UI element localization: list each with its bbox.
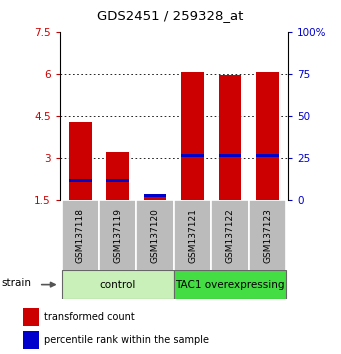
Text: GSM137120: GSM137120 (151, 208, 160, 263)
Bar (219, 75, 241, 200)
Text: GSM137118: GSM137118 (76, 208, 85, 263)
Bar (23, 331, 39, 349)
Text: TAC1 overexpressing: TAC1 overexpressing (175, 280, 285, 290)
FancyBboxPatch shape (61, 200, 99, 271)
Bar (23, 308, 39, 326)
Bar (219, 154, 241, 156)
Bar (256, 73, 279, 200)
Text: transformed count: transformed count (44, 312, 135, 322)
FancyBboxPatch shape (174, 200, 211, 271)
FancyBboxPatch shape (211, 200, 249, 271)
Bar (256, 154, 279, 156)
Text: percentile rank within the sample: percentile rank within the sample (44, 335, 209, 345)
Bar (144, 194, 166, 200)
FancyBboxPatch shape (99, 200, 136, 271)
Bar (69, 121, 91, 200)
Bar (144, 194, 166, 197)
Text: strain: strain (1, 278, 31, 288)
Bar (181, 154, 204, 156)
Bar (69, 179, 91, 182)
FancyBboxPatch shape (136, 200, 174, 271)
Text: GDS2451 / 259328_at: GDS2451 / 259328_at (97, 9, 244, 22)
Bar (106, 179, 129, 182)
FancyBboxPatch shape (174, 270, 286, 299)
Text: GSM137122: GSM137122 (226, 208, 235, 263)
Text: control: control (100, 280, 136, 290)
Text: GSM137123: GSM137123 (263, 208, 272, 263)
Text: GSM137119: GSM137119 (113, 208, 122, 263)
Bar (106, 152, 129, 200)
FancyBboxPatch shape (249, 200, 286, 271)
Bar (181, 73, 204, 200)
FancyBboxPatch shape (61, 270, 174, 299)
Text: GSM137121: GSM137121 (188, 208, 197, 263)
